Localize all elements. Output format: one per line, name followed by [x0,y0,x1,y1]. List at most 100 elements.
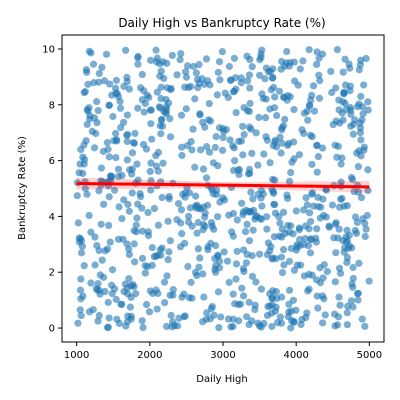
data-point [199,220,208,229]
data-point [164,99,173,107]
data-point [181,239,189,247]
data-point [203,309,211,317]
data-point [87,279,95,287]
data-point [78,242,86,250]
data-point [305,209,314,217]
data-point [346,87,354,95]
data-point [128,170,136,178]
data-point [227,228,236,236]
data-point [169,286,177,294]
data-point [280,261,288,269]
data-point [216,264,224,272]
data-point [335,106,343,114]
data-point [154,167,162,175]
data-point [355,66,363,74]
data-point [120,118,128,126]
data-point [316,264,324,272]
data-point [138,96,146,104]
data-point [90,144,99,152]
data-point [243,77,252,85]
data-point [343,253,352,262]
x-axis-label: Daily High [196,374,247,385]
data-point [277,149,285,157]
data-point [138,227,147,235]
data-point [260,150,268,158]
data-point [201,123,209,131]
data-point [263,225,271,233]
data-point [197,146,205,154]
scatter-points [73,45,373,332]
data-point [325,223,333,231]
data-point [94,317,102,325]
data-point [287,324,295,332]
data-point [245,237,254,245]
data-point [302,313,310,322]
data-point [189,125,197,133]
data-point [134,176,142,184]
data-point [188,146,196,154]
data-point [344,302,352,310]
data-point [226,136,234,144]
data-point [134,104,142,112]
data-point [319,319,327,327]
data-point [148,243,156,252]
data-point [254,161,262,169]
data-point [139,323,147,332]
data-point [321,311,329,319]
data-point [357,136,365,144]
data-point [178,230,186,238]
data-point [239,211,247,219]
data-point [266,159,274,167]
data-point [105,314,113,322]
data-point [125,250,133,259]
data-point [157,116,166,124]
data-point [144,208,152,217]
data-point [193,201,201,209]
data-point [148,261,156,269]
data-point [182,73,191,81]
data-point [205,148,214,156]
data-point [200,293,208,301]
data-point [237,74,245,82]
data-point [201,213,209,221]
data-point [210,225,218,233]
data-point [215,58,224,66]
data-point [283,47,291,56]
data-point [202,174,211,182]
data-point [147,120,155,128]
data-point [248,63,256,71]
data-point [237,137,245,145]
data-point [134,200,142,208]
data-point [293,243,301,251]
data-point [336,203,344,211]
data-point [232,108,240,117]
data-point [76,286,85,294]
data-point [212,133,220,141]
data-point [239,122,247,130]
data-point [77,249,86,257]
data-point [347,106,355,114]
data-point [184,262,192,271]
data-point [305,285,313,293]
data-point [178,293,186,301]
data-point [245,123,254,131]
data-point [358,116,366,124]
data-point [349,120,357,128]
x-tick-label: 3000 [210,350,235,361]
data-point [108,91,116,99]
data-point [153,305,161,313]
data-point [166,133,175,141]
data-point [74,219,82,227]
data-point [93,98,101,106]
data-point [215,323,223,332]
data-point [75,169,83,177]
data-point [203,143,211,151]
data-point [218,146,227,154]
data-point [239,151,247,159]
data-point [245,320,253,329]
data-point [246,84,254,92]
data-point [269,254,277,262]
data-point [337,160,345,168]
data-point [123,156,131,164]
data-point [112,153,120,162]
